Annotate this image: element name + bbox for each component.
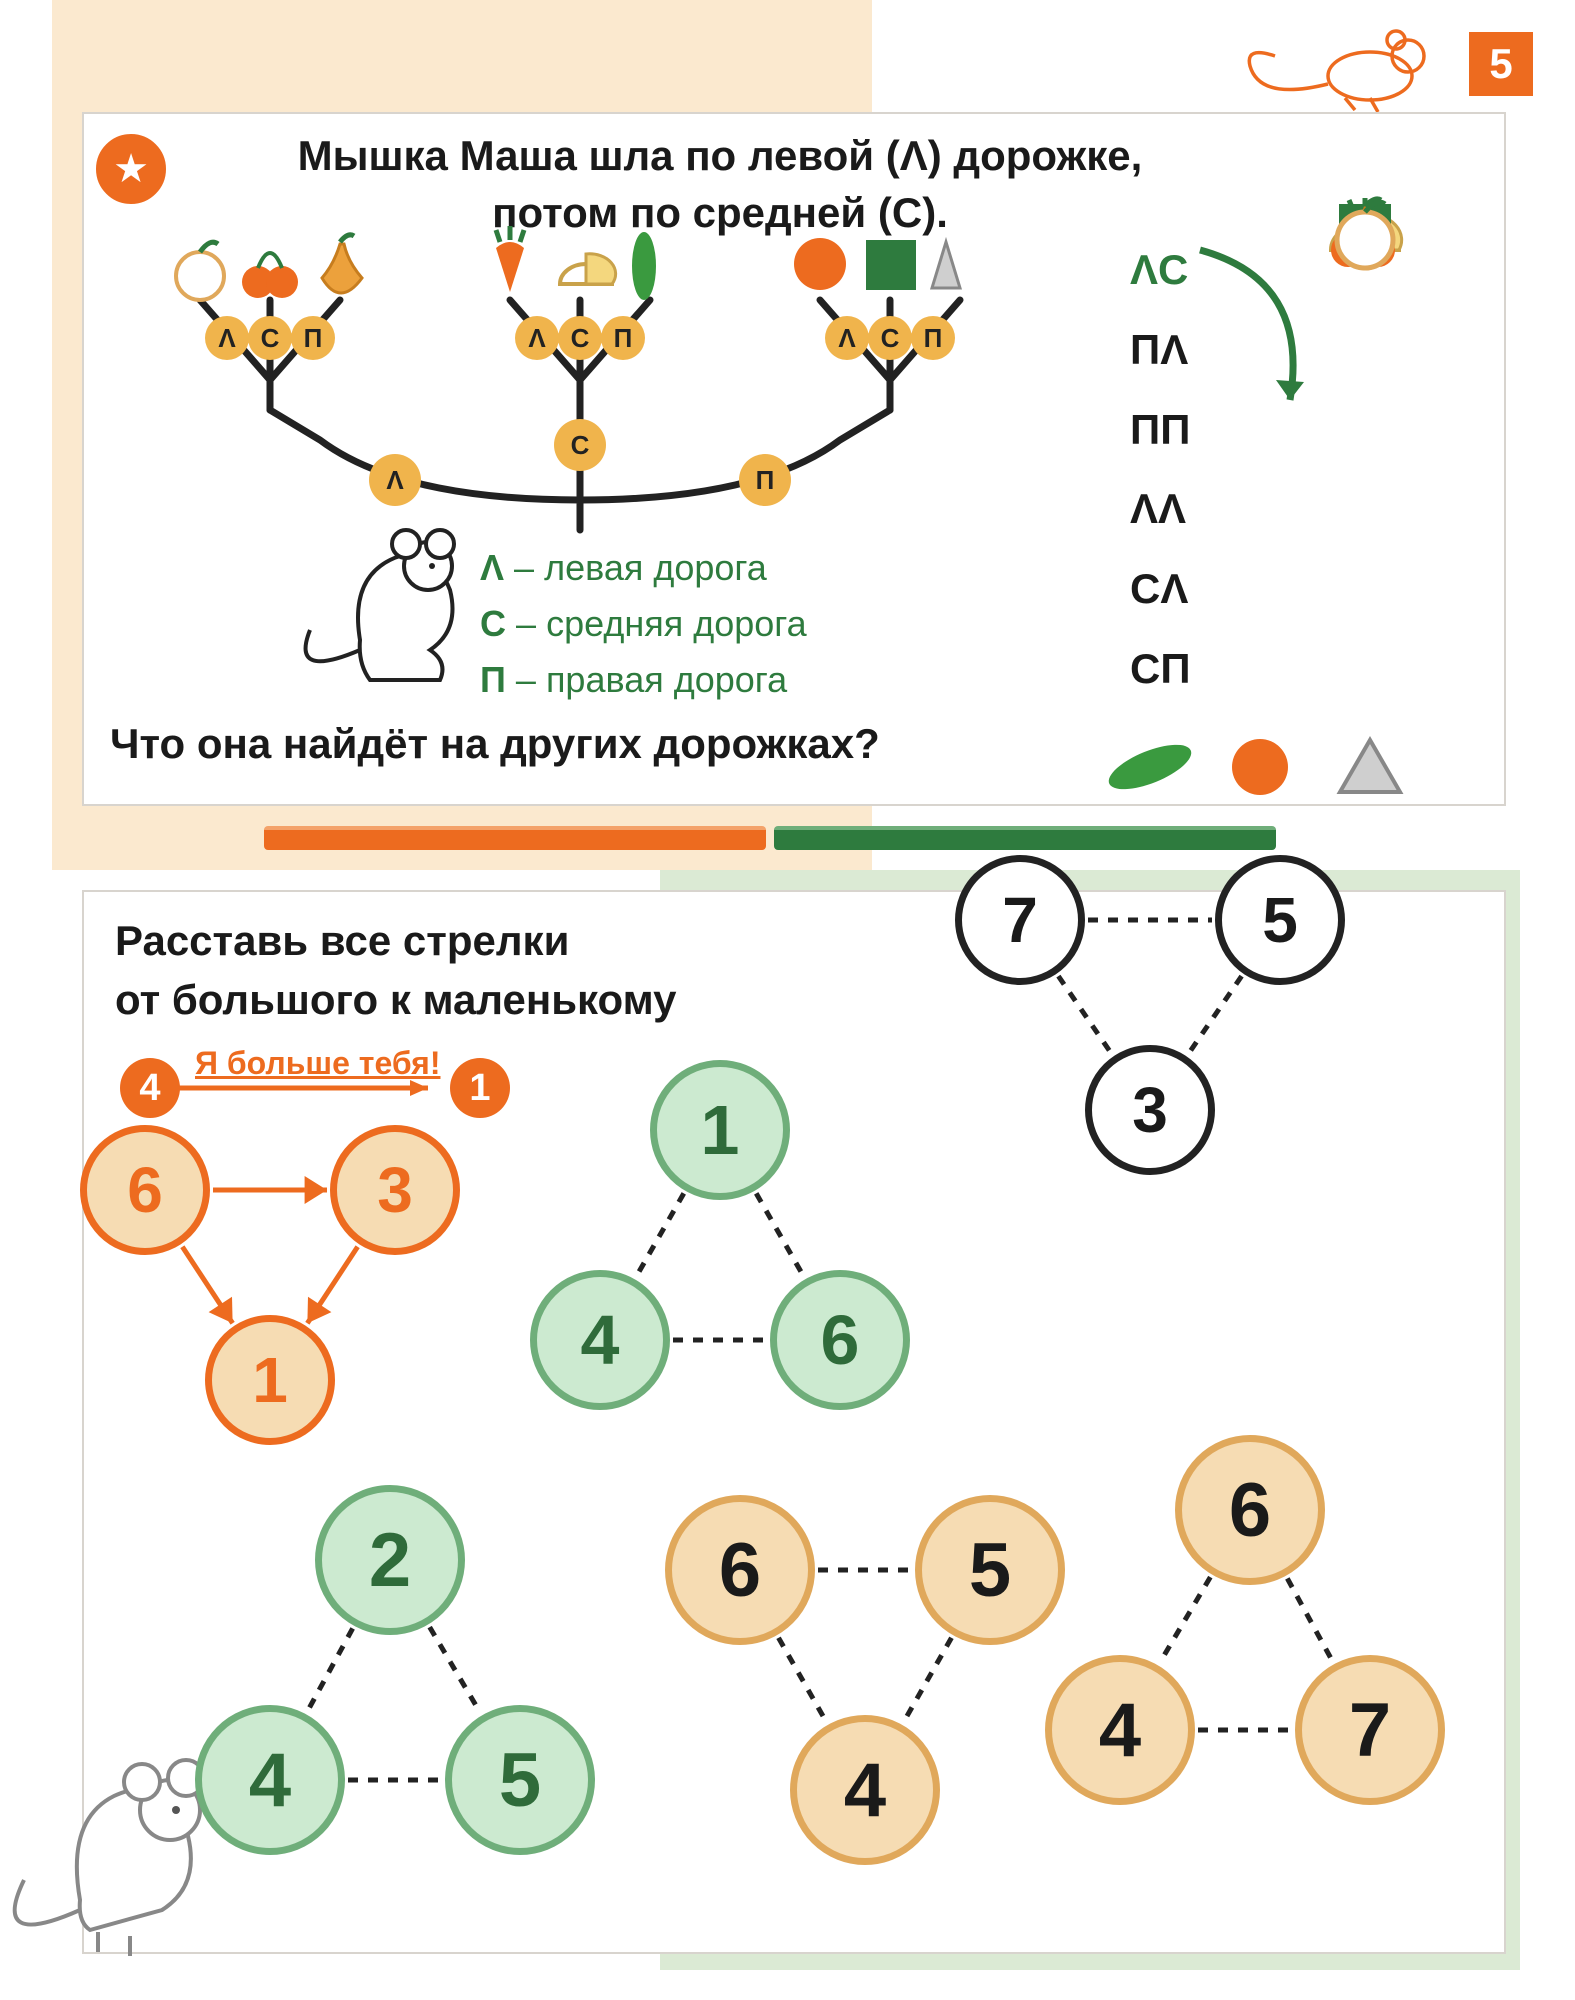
svg-text:Λ: Λ [528,323,546,353]
legend: Λ – левая дорога С – средняя дорога П – … [480,540,807,707]
page: 5 ★ Мышка Маша шла по левой (Λ) дорожке,… [0,0,1575,2000]
number-circle: 7 [955,855,1085,985]
svg-text:Λ: Λ [838,323,856,353]
number-circle: 3 [330,1125,460,1255]
path-codes: ΛС ПΛ ПП ΛΛ СΛ СП [1130,230,1191,709]
number-circle: 6 [770,1270,910,1410]
example-to: 1 [450,1058,510,1118]
page-number: 5 [1469,32,1533,96]
number-circle: 6 [1175,1435,1325,1585]
mouse-icon-bottom [10,1700,230,1960]
star-badge: ★ [92,130,170,208]
number-circle: 1 [205,1315,335,1445]
number-circle: 6 [80,1125,210,1255]
bottom-icons [1100,732,1500,802]
number-circle: 5 [1215,855,1345,985]
title-line1: Мышка Маша шла по левой (Λ) дорожке, [298,132,1143,179]
number-circle: 5 [915,1495,1065,1645]
number-circle: 3 [1085,1045,1215,1175]
apple-icon [1330,200,1400,270]
green-arrow [1190,240,1330,430]
svg-text:С: С [881,323,900,353]
svg-text:П: П [614,323,633,353]
number-circle: 5 [445,1705,595,1855]
top-title: Мышка Маша шла по левой (Λ) дорожке, пот… [190,128,1250,241]
example-arrow [178,1078,454,1108]
number-circle: 7 [1295,1655,1445,1805]
number-circle: 4 [530,1270,670,1410]
bottom-title: Расставь все стрелки от большого к мален… [115,912,677,1030]
question-text: Что она найдёт на других дорожках? [110,720,880,768]
svg-text:С: С [571,430,590,460]
svg-text:С: С [571,323,590,353]
number-circle: 4 [790,1715,940,1865]
svg-text:П: П [756,465,775,495]
number-circle: 6 [665,1495,815,1645]
tree-diagram: Λ С П Λ С П Λ С П Λ С П [100,230,1060,550]
svg-text:П: П [304,323,323,353]
pencils-divider [260,818,1280,854]
number-circle: 2 [315,1485,465,1635]
number-circle: 1 [650,1060,790,1200]
svg-text:Λ: Λ [218,323,236,353]
pencil-orange [264,826,766,850]
svg-text:П: П [924,323,943,353]
number-circle: 4 [195,1705,345,1855]
pencil-green [774,826,1276,850]
mouse-icon-top [1240,6,1440,116]
speech-text: Я больше тебя! [195,1045,440,1082]
example-from: 4 [120,1058,180,1118]
title-line2: потом по средней (С). [492,189,948,236]
svg-text:С: С [261,323,280,353]
number-circle: 4 [1045,1655,1195,1805]
mouse-icon-tree [300,490,500,700]
